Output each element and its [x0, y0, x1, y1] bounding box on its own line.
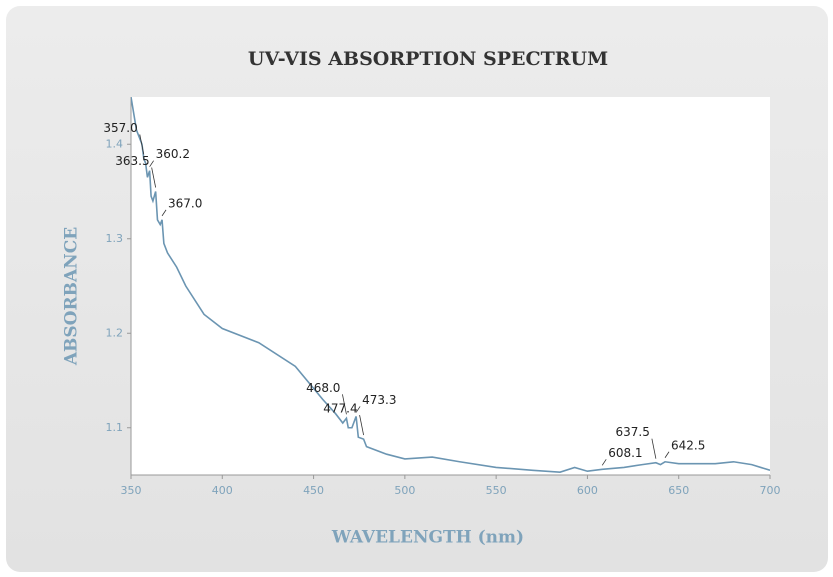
annotation: 608.1: [608, 446, 642, 460]
x-tick-label: 650: [668, 484, 689, 497]
annotation-leader: [664, 451, 670, 458]
y-tick-label: 1.3: [106, 232, 124, 245]
annotation-leader: [139, 134, 145, 155]
plot-area: [131, 97, 770, 475]
annotation: 360.2: [156, 147, 190, 161]
annotation: 637.5: [616, 425, 650, 439]
x-axis-label: WAVELENGTH (nm): [331, 528, 524, 548]
y-tick-label: 1.1: [106, 421, 124, 434]
spectrum-line: [131, 97, 770, 473]
x-tick-label: 600: [577, 484, 598, 497]
annotation-leader: [651, 438, 657, 459]
x-tick-label: 500: [394, 484, 415, 497]
y-tick-label: 1.4: [106, 137, 124, 150]
x-tick-label: 450: [303, 484, 324, 497]
y-axis-label: ABSORBANCE: [62, 227, 82, 366]
annotation: 363.5: [115, 154, 149, 168]
x-tick-label: 550: [486, 484, 507, 497]
annotation-leader: [149, 160, 154, 167]
annotation-leader: [342, 394, 347, 415]
annotation: 367.0: [168, 196, 202, 210]
x-tick-label: 350: [121, 484, 142, 497]
x-tick-label: 700: [760, 484, 781, 497]
annotation-leader: [359, 415, 364, 436]
y-tick-label: 1.2: [106, 326, 124, 339]
annotation: 357.0: [103, 121, 137, 135]
annotation-leader: [601, 459, 607, 466]
annotation: 468.0: [306, 381, 340, 395]
annotation-leader: [161, 209, 167, 217]
annotation: 642.5: [671, 438, 705, 452]
annotation: 477.4: [323, 402, 357, 416]
plot-clip: [131, 97, 770, 473]
annotation-leader: [151, 167, 157, 188]
annotation: 473.3: [362, 393, 396, 407]
x-tick-label: 400: [212, 484, 233, 497]
annotation-leader: [355, 406, 361, 413]
chart-title: UV-VIS ABSORPTION SPECTRUM: [248, 48, 608, 70]
